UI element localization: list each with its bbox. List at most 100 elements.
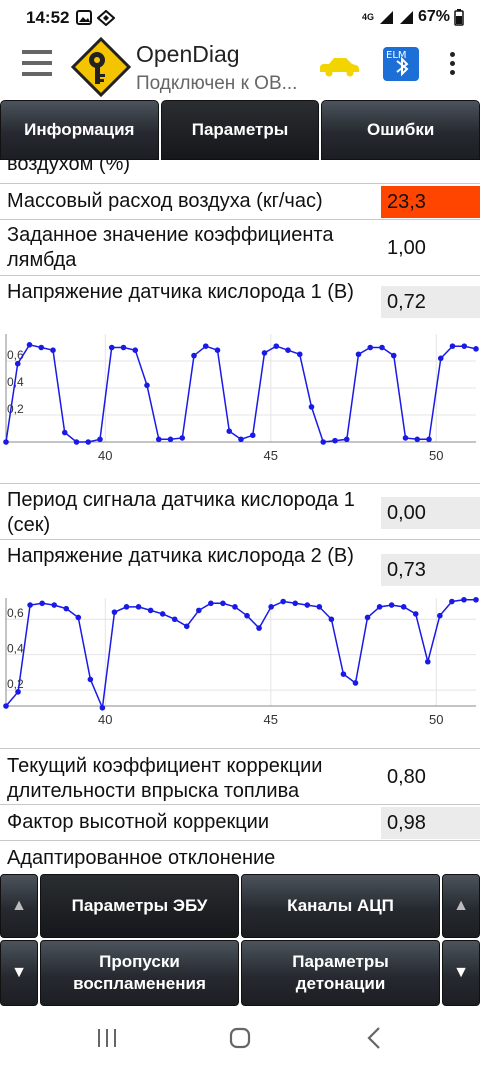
tab-errors[interactable]: Ошибки	[321, 100, 480, 160]
param-value: 0,98	[381, 807, 480, 839]
data-point	[449, 598, 455, 605]
tab-information[interactable]: Информация	[0, 100, 159, 160]
param-row[interactable]: Заданное значение коэффициента лямбда 1,…	[0, 220, 480, 276]
param-value: 0,80	[387, 766, 426, 788]
series-line	[5, 599, 476, 711]
param-row[interactable]: Фактор высотной коррекции 0,98	[0, 805, 480, 841]
param-row[interactable]: воздухом (%)	[0, 160, 480, 184]
param-label: Массовый расход воздуха (кг/час)	[7, 190, 323, 212]
data-point	[144, 382, 150, 389]
param-value: 0,00	[381, 497, 480, 529]
misfires-button[interactable]: Пропуски воспламенения	[40, 940, 239, 1006]
param-label: Напряжение датчика кислорода 1 (В)	[7, 281, 354, 303]
param-value: 0,72	[381, 286, 480, 318]
data-point	[183, 623, 190, 630]
data-point	[352, 680, 359, 686]
ecu-parameters-button[interactable]: Параметры ЭБУ	[40, 874, 239, 938]
status-right: 4G 67%	[362, 8, 464, 26]
scroll-up-button[interactable]: ▲	[0, 874, 38, 938]
top-tabs: Информация Параметры Ошибки	[0, 100, 480, 160]
param-row-with-chart[interactable]: Напряжение датчика кислорода 2 (В) 0,73 …	[0, 540, 480, 749]
adc-channels-button[interactable]: Каналы АЦП	[241, 874, 440, 938]
data-point	[449, 343, 456, 349]
param-row[interactable]: Адаптированное отклонение	[0, 841, 480, 874]
data-point	[402, 435, 409, 441]
data-point	[328, 616, 335, 623]
tab-parameters[interactable]: Параметры	[160, 100, 320, 160]
x-tick-label: 40	[98, 448, 112, 463]
scroll-down-button[interactable]: ▼	[0, 940, 38, 1006]
data-point	[379, 344, 385, 351]
data-point	[316, 604, 323, 610]
vpn-notification-icon	[97, 10, 115, 26]
data-point	[3, 439, 9, 445]
data-point	[367, 344, 374, 351]
data-point	[340, 671, 347, 677]
x-tick-label: 45	[264, 712, 278, 727]
data-point	[111, 609, 118, 615]
data-point	[280, 598, 286, 605]
scroll-up-button-right[interactable]: ▲	[442, 874, 480, 938]
data-point	[87, 676, 94, 683]
x-tick-label: 50	[429, 448, 443, 463]
param-label: Адаптированное отклонение	[7, 847, 276, 869]
param-row[interactable]: Период сигнала датчика кислорода 1 (сек)…	[0, 484, 480, 540]
param-label: Заданное значение коэффициента лямбда	[7, 224, 334, 271]
data-point	[39, 600, 45, 607]
data-point	[132, 347, 139, 353]
param-label: Фактор высотной коррекции	[7, 811, 270, 833]
connection-status: Подключен к ОВ...	[136, 73, 298, 94]
data-point	[426, 436, 432, 443]
data-point	[355, 351, 362, 358]
status-bar: 14:52 4G 67%	[0, 0, 480, 34]
param-row-with-chart[interactable]: Напряжение датчика кислорода 1 (В) 0,72 …	[0, 276, 480, 484]
param-row[interactable]: Текущий коэффициент коррекции длительнос…	[0, 749, 480, 805]
data-point	[461, 596, 467, 603]
data-point	[388, 602, 395, 608]
data-point	[38, 344, 45, 351]
data-point	[424, 658, 431, 665]
data-point	[414, 436, 421, 443]
status-time: 14:52	[26, 8, 70, 27]
data-point	[461, 343, 468, 349]
back-icon[interactable]	[366, 1026, 382, 1050]
data-point	[85, 439, 92, 445]
parameter-list[interactable]: воздухом (%) Массовый расход воздуха (кг…	[0, 160, 480, 874]
data-point	[99, 704, 106, 711]
data-point	[171, 616, 178, 623]
x-tick-label: 45	[264, 448, 278, 463]
home-icon[interactable]	[229, 1027, 251, 1049]
oxygen-sensor-1-chart: 40 45 500,20,40,6	[3, 334, 479, 463]
data-point	[308, 404, 315, 410]
recent-apps-icon[interactable]	[96, 1028, 118, 1048]
more-options-icon[interactable]	[444, 52, 460, 82]
data-point	[304, 602, 311, 608]
data-point	[208, 600, 214, 607]
bluetooth-icon[interactable]: ELM	[383, 47, 419, 81]
data-point	[320, 439, 327, 445]
car-icon[interactable]	[318, 54, 360, 78]
data-point	[159, 611, 166, 617]
data-point	[376, 604, 383, 610]
data-point	[296, 351, 303, 358]
data-point	[61, 429, 68, 436]
data-point	[155, 436, 162, 443]
oxygen-sensor-2-chart: 40 45 50 0,2 0,4 0,6	[3, 596, 479, 727]
scroll-down-button-right[interactable]: ▼	[442, 940, 480, 1006]
data-point	[249, 432, 256, 439]
data-point	[214, 347, 221, 353]
data-point	[14, 360, 21, 367]
data-point	[256, 625, 262, 631]
data-point	[238, 436, 244, 443]
data-point	[27, 602, 33, 608]
data-point	[220, 600, 226, 607]
knock-parameters-button[interactable]: Параметры детонации	[241, 940, 440, 1006]
param-label: Текущий коэффициент коррекции длительнос…	[7, 755, 323, 802]
svg-text:ELM: ELM	[386, 50, 407, 61]
data-point	[292, 600, 299, 607]
hamburger-menu-icon[interactable]	[22, 50, 52, 84]
data-point	[167, 436, 174, 443]
param-row[interactable]: Массовый расход воздуха (кг/час) 23,3	[0, 184, 480, 220]
data-point	[412, 611, 419, 617]
data-point	[135, 604, 142, 610]
